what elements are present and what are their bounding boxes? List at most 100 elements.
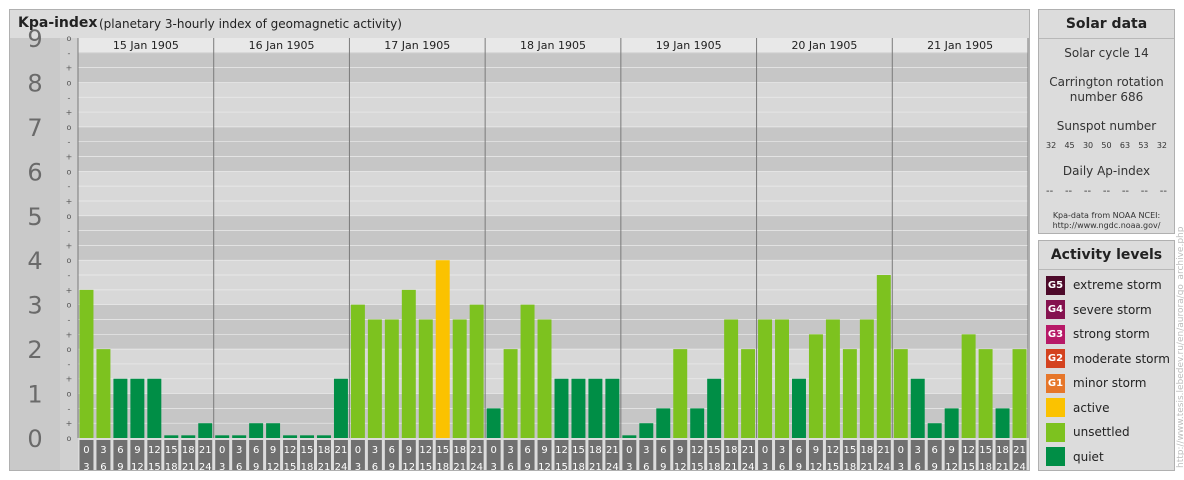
time-start-label: 6: [389, 445, 395, 456]
legend-label: unsettled: [1073, 425, 1130, 440]
time-label-box: [147, 440, 162, 470]
time-start-label: 0: [83, 445, 89, 456]
sunspot-value: 45: [1064, 141, 1075, 150]
time-end-label: 24: [606, 462, 619, 470]
ap-value: --: [1064, 186, 1073, 197]
time-start-label: 3: [779, 445, 785, 456]
grid-band: [78, 82, 1028, 127]
day-label-strip: [78, 38, 1028, 52]
y-minor-label: o: [67, 78, 72, 87]
kp-bar: [893, 349, 908, 438]
legend-item: quiet: [1039, 445, 1174, 470]
grid-band: [78, 126, 1028, 172]
time-start-label: 3: [915, 445, 921, 456]
time-start-label: 9: [270, 445, 276, 456]
y-axis-number-column: [10, 38, 60, 470]
time-label-box: [537, 440, 552, 470]
time-end-label: 18: [572, 462, 585, 470]
sunspot-value: 30: [1082, 141, 1094, 150]
time-start-label: 12: [962, 445, 975, 456]
sunspot-title: Sunspot number: [1056, 119, 1157, 133]
time-start-label: 21: [606, 445, 619, 456]
legend-item: G1 minor storm: [1039, 371, 1174, 396]
time-end-label: 24: [1013, 462, 1026, 470]
time-end-label: 21: [996, 462, 1009, 470]
time-start-label: 15: [708, 445, 721, 456]
time-end-label: 21: [318, 462, 331, 470]
time-end-label: 24: [742, 462, 755, 470]
y-minor-label: +: [66, 375, 73, 384]
time-start-label: 3: [100, 445, 106, 456]
time-start-label: 0: [490, 445, 496, 456]
time-end-label: 3: [83, 462, 89, 470]
chart-title: Kpa-index: [18, 15, 98, 31]
y-minor-label: +: [66, 64, 73, 73]
time-label-box: [96, 440, 111, 470]
y-minor-label: +: [66, 286, 73, 295]
kp-bar: [944, 408, 959, 438]
legend-swatch: G5: [1046, 275, 1065, 295]
time-end-label: 6: [507, 462, 513, 470]
y-minor-label: o: [67, 123, 72, 132]
ap-value: --: [1159, 186, 1167, 197]
time-start-label: 15: [979, 445, 992, 456]
sunspot-row: 32 45 30 50 63 53 32: [1039, 141, 1174, 150]
kp-bar: [808, 334, 823, 438]
source-line-1: Kpa-data from NOAA NCEI:: [1052, 211, 1161, 220]
kp-bar: [537, 319, 552, 438]
y-minor-label: o: [67, 167, 72, 176]
time-label-box: [724, 440, 739, 470]
kp-bar: [418, 319, 433, 438]
time-start-label: 9: [677, 445, 683, 456]
time-end-label: 15: [284, 462, 297, 470]
kp-bar: [978, 349, 993, 438]
time-label-box: [317, 440, 331, 470]
time-end-label: 15: [962, 462, 975, 470]
time-end-label: 12: [402, 462, 415, 470]
time-start-label: 18: [589, 445, 602, 456]
legend-item: G4 severe storm: [1039, 298, 1174, 323]
kp-bar: [435, 260, 450, 438]
time-label-box: [639, 440, 654, 470]
time-label-box: [469, 440, 484, 470]
y-minor-label: o: [67, 345, 72, 354]
y-minor-label: -: [68, 360, 71, 369]
legend-label: extreme storm: [1073, 278, 1162, 293]
time-start-label: 6: [660, 445, 666, 456]
time-start-label: 0: [626, 445, 632, 456]
y-minor-label: +: [66, 108, 73, 117]
time-end-label: 3: [898, 462, 904, 470]
time-label-box: [198, 440, 213, 470]
time-end-label: 21: [589, 462, 602, 470]
time-label-box: [300, 440, 314, 470]
time-label-box: [893, 440, 908, 470]
time-start-label: 15: [844, 445, 857, 456]
kp-bar: [164, 435, 179, 438]
time-end-label: 21: [725, 462, 738, 470]
y-tick-label: 2: [27, 336, 42, 364]
time-start-label: 6: [932, 445, 938, 456]
time-label-box: [910, 440, 925, 470]
y-tick-label: 8: [27, 69, 42, 97]
y-tick-label: 0: [27, 425, 42, 453]
sunspot-value: 50: [1101, 141, 1112, 150]
time-label-box: [401, 440, 416, 470]
time-start-label: 21: [470, 445, 483, 456]
y-tick-label: 4: [27, 247, 42, 275]
time-start-label: 3: [643, 445, 649, 456]
kp-bar: [758, 319, 773, 438]
kp-bar: [961, 334, 976, 438]
time-end-label: 9: [932, 462, 938, 470]
kp-bar: [656, 408, 671, 438]
solar-data-title: Solar data: [1039, 10, 1174, 39]
time-label-box: [622, 440, 637, 470]
time-end-label: 6: [779, 462, 785, 470]
time-start-label: 9: [134, 445, 140, 456]
y-minor-label: o: [67, 34, 72, 43]
y-minor-label: o: [67, 434, 72, 443]
time-end-label: 15: [419, 462, 432, 470]
day-label: 15 Jan 1905: [113, 39, 179, 52]
kp-bar: [927, 423, 942, 438]
ap-row: -- -- -- -- -- -- --: [1039, 186, 1174, 197]
time-end-label: 15: [555, 462, 568, 470]
